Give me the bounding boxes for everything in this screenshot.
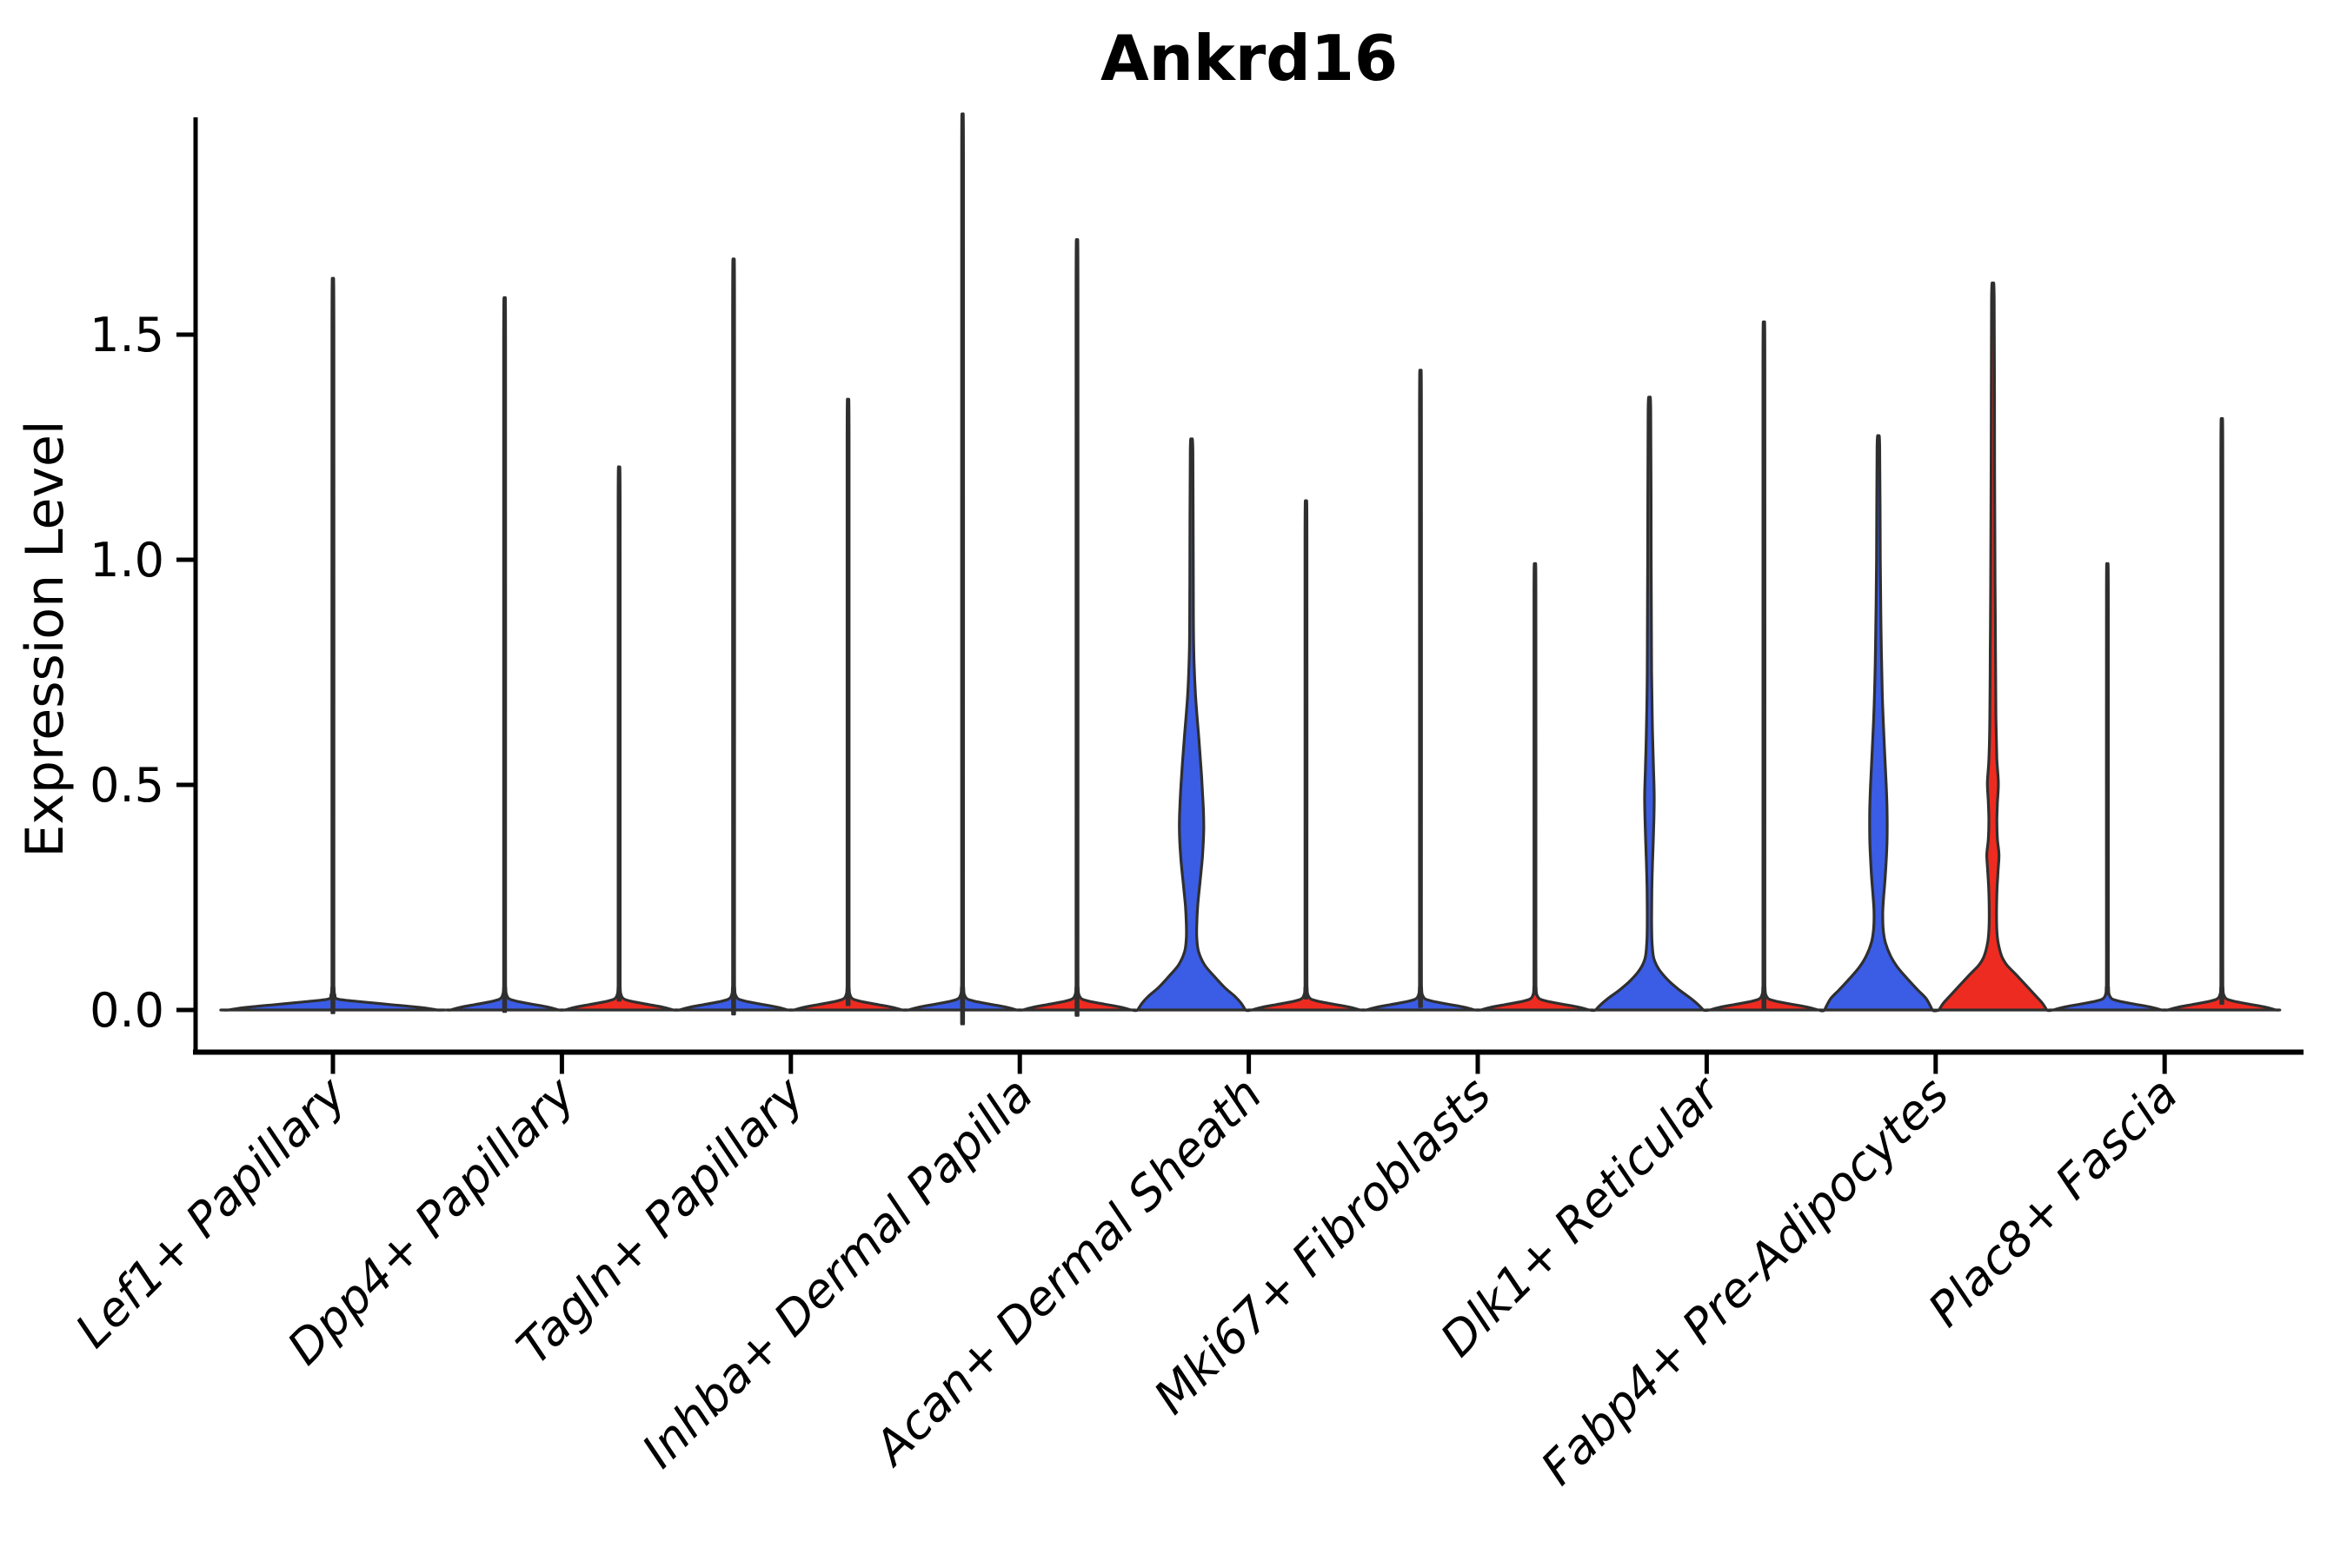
- violin-Inhba+-b: [1017, 238, 1137, 1017]
- violin-Mki67+-a: [1360, 369, 1480, 1012]
- violin-Fabp4+-a: [1818, 434, 1938, 1013]
- plot-title: Ankrd16: [1100, 22, 1398, 95]
- y-tick-label-0.5: 0.5: [90, 758, 164, 813]
- violins-layer: [219, 112, 2282, 1026]
- violin-Mki67+-b: [1475, 561, 1595, 1012]
- violin-Acan+-b: [1247, 499, 1366, 1012]
- y-axis-label: Expression Level: [15, 420, 76, 857]
- y-tick-label-1.0: 1.0: [90, 533, 164, 588]
- violin-Dlk1+-a: [1590, 395, 1709, 1013]
- violin-Fabp4+-b: [1933, 281, 2053, 1013]
- violin-Plac8+-a: [2048, 561, 2167, 1012]
- violin-Dlk1+-b: [1704, 320, 1824, 1012]
- y-tick-label-0.0: 0.0: [90, 983, 164, 1038]
- y-tick-label-1.5: 1.5: [90, 308, 164, 362]
- violin-Tagln+-b: [788, 397, 908, 1012]
- violin-Acan+-a: [1132, 437, 1252, 1013]
- violin-Lef1+-a: [219, 276, 447, 1014]
- axes-layer: [176, 117, 2304, 1074]
- violin-Inhba+-a: [903, 112, 1022, 1026]
- violin-Dpp4+-b: [559, 465, 679, 1012]
- violin-Dpp4+-a: [445, 296, 564, 1013]
- violin-Tagln+-a: [674, 257, 794, 1016]
- violin-Plac8+-b: [2162, 416, 2282, 1012]
